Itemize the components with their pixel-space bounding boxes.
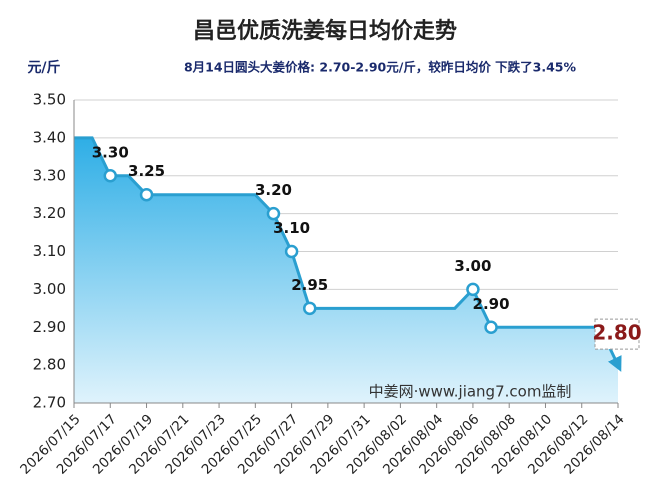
point [302, 301, 317, 316]
y-unit: 元/斤 [27, 59, 60, 76]
point [284, 244, 299, 259]
y-tick-label: 3.20 [33, 204, 66, 222]
subtitle: 8月14日圆头大姜价格: 2.70-2.90元/斤，较昨日均价 下跌了3.45% [184, 60, 577, 75]
value-label: 3.20 [255, 181, 292, 199]
point [139, 187, 154, 202]
value-label: 3.10 [273, 219, 310, 237]
plot: 2.70 2.80 2.90 3.00 3.10 3.20 3.30 3.40 3.50 3.30… [17, 91, 641, 478]
value-label: 3.25 [128, 162, 165, 180]
watermark: 中姜网·www.jiang7.com监制 [369, 383, 572, 401]
y-tick-label: 3.10 [33, 242, 66, 260]
value-label: 2.80 [592, 321, 641, 345]
point [103, 169, 118, 183]
value-label: 2.95 [291, 276, 328, 294]
point [484, 320, 498, 334]
y-tick-label: 3.50 [33, 91, 66, 109]
area [74, 137, 618, 403]
value-label: 3.00 [454, 257, 491, 275]
value-label-box [594, 318, 640, 350]
y-tick-label: 2.70 [33, 394, 66, 412]
value-label: 2.90 [473, 295, 510, 313]
point [266, 206, 281, 221]
y-tick-label: 3.30 [33, 166, 66, 184]
y-tick-label: 3.00 [33, 280, 66, 298]
line [74, 136, 622, 372]
y-tick-label: 2.80 [33, 356, 66, 374]
y-tick-label: 3.40 [33, 128, 66, 146]
chart-title: 昌邑优质洗姜每日均价走势 [193, 18, 457, 44]
point [466, 282, 480, 297]
value-label: 3.30 [92, 143, 129, 161]
y-tick-label: 2.90 [33, 318, 66, 336]
